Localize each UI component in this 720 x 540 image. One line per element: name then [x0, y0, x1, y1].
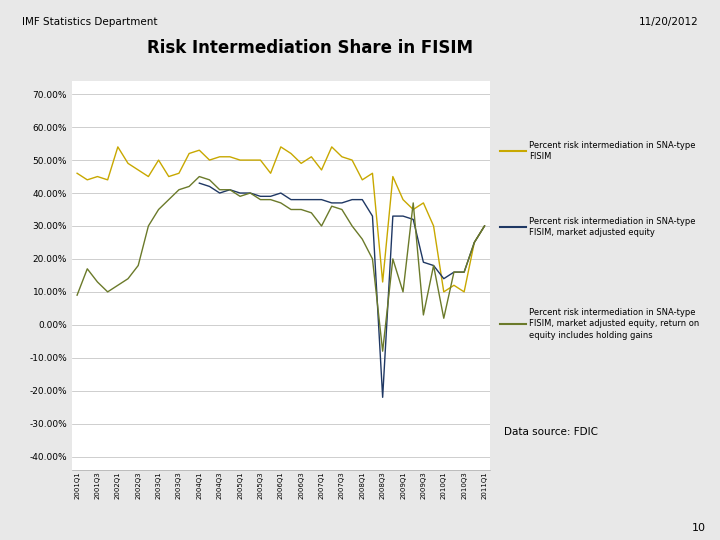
Text: Percent risk intermediation in SNA-type
FISIM, market adjusted equity: Percent risk intermediation in SNA-type …: [529, 217, 696, 237]
Text: Percent risk intermediation in SNA-type
FISIM, market adjusted equity, return on: Percent risk intermediation in SNA-type …: [529, 308, 699, 340]
Text: Data source: FDIC: Data source: FDIC: [504, 427, 598, 437]
Text: Percent risk intermediation in SNA-type
FISIM: Percent risk intermediation in SNA-type …: [529, 141, 696, 161]
Text: Risk Intermediation Share in FISIM: Risk Intermediation Share in FISIM: [147, 39, 472, 57]
Text: IMF Statistics Department: IMF Statistics Department: [22, 17, 157, 28]
Text: 10: 10: [692, 523, 706, 533]
Text: 11/20/2012: 11/20/2012: [639, 17, 698, 28]
